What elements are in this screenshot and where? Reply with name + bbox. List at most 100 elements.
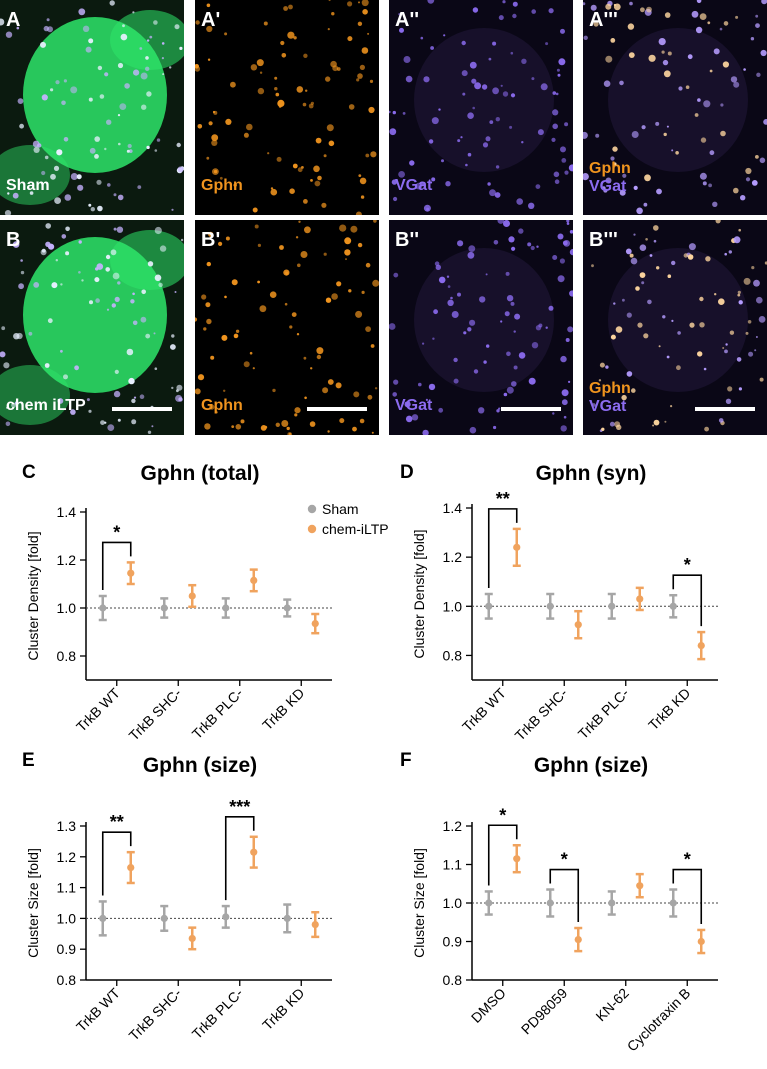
cluster-dot — [737, 293, 741, 297]
cluster-dot — [605, 365, 609, 369]
y-tick-label: 1.0 — [443, 598, 463, 614]
sham-point — [485, 602, 493, 610]
cluster-dot — [702, 181, 707, 186]
cluster-dot — [747, 320, 752, 324]
cluster-dot — [661, 50, 665, 54]
cluster-dot — [117, 62, 124, 69]
x-tick-label: TrkB SHC- — [512, 685, 571, 744]
cluster-dot — [246, 123, 253, 131]
cluster-dot — [500, 320, 503, 323]
cluster-dot — [512, 13, 517, 19]
micrograph-texture — [0, 0, 184, 215]
cluster-dot — [392, 110, 396, 115]
cluster-dot — [99, 94, 105, 99]
cluster-dot — [310, 101, 314, 105]
cluster-dot — [294, 407, 301, 414]
cluster-dot — [339, 418, 345, 424]
cluster-dot — [625, 248, 632, 255]
cluster-dot — [602, 186, 606, 190]
cluster-dot — [420, 36, 424, 40]
cluster-dot — [124, 83, 130, 89]
cluster-dot — [510, 246, 516, 251]
cluster-dot — [4, 210, 12, 215]
cluster-dot — [653, 419, 660, 426]
y-tick-label: 1.1 — [443, 857, 463, 873]
cluster-dot — [569, 230, 573, 234]
cluster-dot — [703, 367, 707, 371]
cluster-dot — [126, 149, 130, 153]
cluster-dot — [47, 26, 53, 33]
cluster-dot — [722, 347, 725, 349]
cluster-dot — [70, 173, 78, 180]
legend: Sham chem-iLTP — [307, 501, 389, 537]
cluster-dot — [402, 112, 406, 115]
cluster-dot — [521, 141, 524, 144]
cluster-dot — [745, 331, 749, 335]
iltp-point — [188, 934, 196, 943]
significance-bracket — [101, 831, 132, 896]
cluster-dot — [215, 411, 218, 414]
cluster-dot — [345, 258, 347, 261]
cluster-dot — [505, 271, 510, 276]
cluster-dot — [323, 154, 327, 158]
cluster-dot — [478, 407, 485, 414]
cluster-dot — [553, 171, 560, 178]
cluster-dot — [60, 283, 63, 286]
cluster-dot — [423, 76, 430, 83]
cluster-dot — [0, 351, 6, 358]
cluster-dot — [57, 398, 64, 404]
cluster-dot — [310, 367, 313, 370]
cluster-dot — [506, 386, 514, 394]
cluster-dot — [510, 51, 514, 55]
cluster-dot — [278, 105, 282, 108]
cluster-dot — [78, 8, 86, 16]
cluster-dot — [593, 21, 599, 27]
cluster-dot — [422, 429, 429, 435]
cluster-dot — [492, 41, 497, 46]
sham-point — [485, 899, 493, 907]
cluster-dot — [118, 142, 121, 146]
cluster-dot — [19, 123, 24, 129]
cluster-dot — [720, 103, 724, 107]
iltp-point — [513, 855, 521, 863]
cluster-dot — [316, 347, 324, 355]
cluster-dot — [46, 18, 50, 22]
cluster-dot — [467, 112, 474, 119]
cluster-dot — [50, 88, 54, 92]
cluster-dot — [628, 52, 635, 58]
cluster-dot — [489, 189, 496, 197]
x-tick-label: TrkB KD — [645, 685, 693, 733]
cluster-dot — [315, 137, 322, 144]
sham-point — [160, 604, 168, 612]
cluster-dot — [297, 263, 301, 268]
cluster-dot — [322, 387, 329, 394]
cluster-dot — [708, 183, 712, 188]
cluster-dot — [564, 122, 569, 127]
x-tick-label: TrkB PLC- — [189, 985, 246, 1042]
cluster-dot — [457, 240, 464, 247]
cluster-dot — [327, 28, 330, 31]
iltp-point — [697, 642, 705, 650]
cluster-dot — [132, 11, 135, 14]
cluster-dot — [6, 406, 9, 409]
cluster-dot — [641, 125, 646, 130]
cluster-dot — [159, 245, 167, 252]
cluster-dot — [51, 282, 58, 289]
cluster-dot — [12, 192, 19, 199]
cluster-dot — [561, 399, 568, 406]
cluster-dot — [105, 254, 111, 260]
cluster-dot — [518, 352, 526, 359]
sham-point — [99, 914, 107, 923]
cluster-dot — [639, 272, 646, 278]
cluster-dot — [737, 290, 741, 294]
cluster-dot — [643, 333, 649, 339]
cluster-dot — [348, 289, 352, 293]
cluster-dot — [254, 224, 259, 229]
micrograph-label: A''' — [589, 9, 618, 31]
cluster-dot — [552, 91, 557, 95]
cluster-dot — [44, 155, 49, 160]
cluster-dot — [626, 312, 632, 318]
cluster-dot — [344, 249, 351, 256]
cluster-dot — [662, 59, 669, 66]
cluster-dot — [724, 349, 728, 354]
